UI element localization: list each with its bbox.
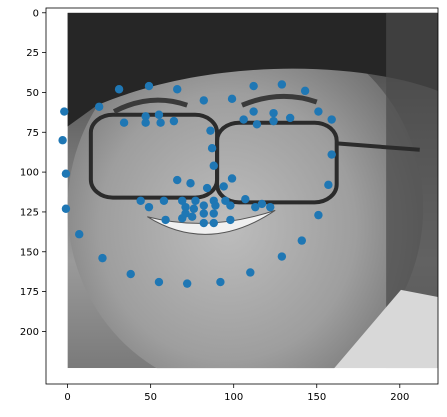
y-tick-label: 75: [26, 128, 39, 139]
scatter-point: [189, 204, 199, 213]
scatter-point: [161, 215, 170, 225]
scatter-point: [209, 209, 218, 218]
scatter-point: [169, 116, 179, 126]
scatter-point: [327, 115, 336, 124]
scatter-point: [75, 230, 84, 239]
scatter-point: [154, 277, 164, 287]
left-eyebrow: [112, 97, 189, 114]
scatter-point: [216, 277, 225, 287]
mouth-shape: [147, 209, 276, 235]
scatter-point: [269, 116, 278, 126]
scatter-point: [249, 81, 258, 91]
scatter-point: [159, 196, 169, 205]
scatter-point: [173, 175, 182, 185]
scatter-point: [94, 102, 104, 111]
y-tick-label: 100: [20, 168, 39, 179]
scatter-point: [119, 118, 129, 127]
scatter-point: [246, 268, 255, 277]
scatter-point: [60, 107, 69, 116]
scatter-point: [297, 236, 306, 245]
scatter-point: [209, 218, 218, 228]
y-tick-label: 25: [26, 48, 39, 59]
scatter-point: [144, 202, 154, 212]
hair-shape: [67, 12, 438, 127]
scatter-point: [314, 107, 323, 116]
scatter-point: [227, 174, 237, 183]
scatter-point: [266, 202, 275, 212]
x-tick-label: 0: [64, 392, 70, 403]
scatter-point: [209, 161, 218, 170]
y-axis: 0 25 50 75 100 125 150 175 200: [20, 8, 46, 338]
scatter-point: [251, 202, 260, 212]
scatter-point: [114, 85, 124, 94]
x-tick-label: 150: [307, 392, 326, 403]
scatter-point: [141, 112, 150, 121]
scatter-point: [181, 209, 190, 218]
scatter-points: [58, 80, 336, 288]
scatter-point: [207, 144, 217, 153]
scatter-point: [126, 269, 135, 279]
x-tick-label: 100: [224, 392, 243, 403]
scatter-point: [154, 110, 164, 119]
scatter-point: [249, 107, 258, 116]
y-tick-label: 150: [20, 247, 39, 258]
scatter-point: [181, 202, 190, 212]
scatter-point: [211, 201, 220, 210]
scatter-point: [182, 279, 192, 288]
scatter-point: [187, 212, 197, 221]
y-tick-label: 200: [20, 327, 39, 338]
x-tick-label: 50: [144, 392, 157, 403]
right-eyebrow: [241, 93, 318, 108]
scatter-point: [178, 196, 187, 205]
y-tick-label: 0: [33, 8, 39, 19]
face-photo-image: [67, 12, 438, 369]
scatter-point: [199, 201, 208, 210]
scatter-point: [136, 196, 145, 205]
scatter-point: [277, 252, 287, 261]
shirt-shape: [334, 289, 438, 369]
scatter-point: [226, 201, 235, 210]
glasses-temple: [336, 141, 420, 152]
scatter-point: [324, 180, 333, 190]
scatter-point: [144, 81, 154, 91]
scatter-point: [173, 85, 182, 94]
scatter-point: [141, 118, 150, 127]
scatter-point: [61, 204, 71, 213]
scatter-point: [227, 94, 237, 104]
scatter-point: [219, 182, 228, 191]
scatter-point: [252, 120, 262, 129]
plot-frame: [45, 7, 439, 385]
scatter-point: [239, 115, 248, 124]
scatter-point: [202, 183, 212, 193]
y-tick-label: 175: [20, 287, 39, 298]
scatter-point: [156, 118, 165, 127]
scatter-point: [58, 136, 67, 145]
scatter-point: [206, 126, 215, 135]
scatter-point: [277, 80, 287, 89]
scatter-point: [199, 96, 208, 105]
scatter-point: [191, 196, 200, 205]
scatter-point: [300, 86, 310, 96]
scatter-point: [327, 150, 336, 159]
scatter-point: [98, 253, 107, 263]
x-tick-label: 200: [390, 392, 409, 403]
scatter-point: [199, 218, 208, 228]
scatter-point: [186, 179, 195, 188]
x-axis: 0 50 100 150 200: [64, 384, 409, 403]
y-tick-label: 125: [20, 207, 39, 218]
scatter-point: [241, 194, 250, 204]
scatter-point: [61, 169, 71, 178]
scatter-point: [257, 199, 267, 209]
y-tick-label: 50: [26, 88, 39, 99]
scatter-point: [199, 209, 208, 218]
scatter-point: [269, 108, 278, 118]
scatter-point: [285, 113, 295, 123]
scatter-point: [226, 215, 235, 225]
scatter-point: [314, 210, 323, 220]
